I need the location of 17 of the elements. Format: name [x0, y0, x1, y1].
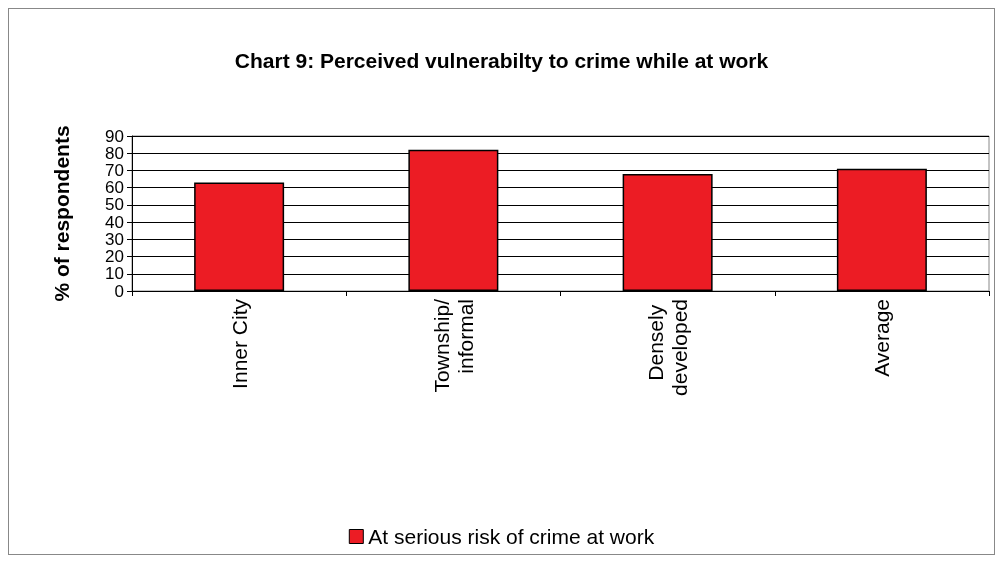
y-tick-label: 80	[105, 143, 124, 163]
y-axis-title: % of respondents	[50, 125, 73, 302]
y-tick-label: 0	[114, 281, 124, 301]
legend-label: At serious risk of crime at work	[368, 525, 655, 548]
y-tick-label: 40	[105, 212, 124, 232]
x-tick-label: Average	[870, 299, 894, 377]
y-tick-label: 70	[105, 160, 124, 180]
y-tick-label: 20	[105, 247, 124, 267]
x-tick-label: Township/informal	[429, 298, 477, 393]
x-tick-label: Densely developed	[644, 299, 692, 396]
y-tick-label: 90	[105, 126, 124, 146]
x-tick-label: Inner City	[227, 298, 251, 389]
chart-title: Chart 9: Perceived vulnerabilty to crime while at work	[234, 49, 769, 72]
y-tick-label: 30	[105, 229, 124, 249]
y-tick-label: 60	[105, 178, 124, 198]
y-tick-label: 10	[105, 264, 124, 284]
y-tick-label: 50	[105, 195, 124, 215]
